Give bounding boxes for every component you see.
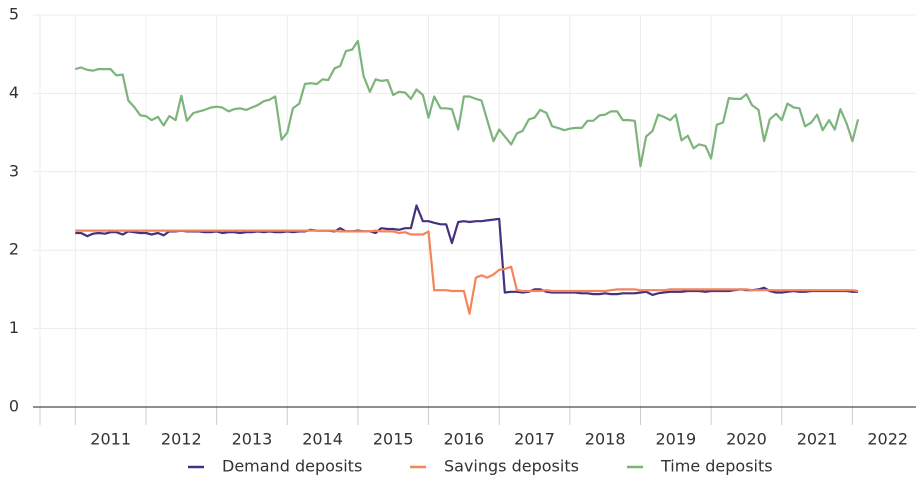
x-tick-label: 2012 — [161, 430, 202, 449]
y-tick-label: 4 — [9, 83, 19, 102]
legend-label: Demand deposits — [222, 457, 362, 476]
x-tick-label: 2017 — [514, 430, 555, 449]
x-tick-label: 2014 — [302, 430, 343, 449]
y-tick-label: 1 — [9, 318, 19, 337]
x-tick-label: 2022 — [867, 430, 908, 449]
x-tick-label: 2016 — [444, 430, 485, 449]
y-tick-label: 0 — [9, 397, 19, 416]
x-tick-label: 2020 — [726, 430, 767, 449]
line — [75, 229, 859, 315]
y-tick-label: 2 — [9, 240, 19, 259]
x-tick-label: 2021 — [797, 430, 838, 449]
y-tick-label: 3 — [9, 161, 19, 180]
y-tick-label: 5 — [9, 5, 19, 24]
x-tick-label: 2018 — [585, 430, 626, 449]
x-tick-label: 2019 — [655, 430, 696, 449]
legend-label: Time deposits — [660, 457, 773, 476]
x-tick-label: 2015 — [373, 430, 414, 449]
x-tick-label: 2011 — [90, 430, 131, 449]
line — [75, 39, 860, 168]
line — [75, 204, 859, 296]
x-tick-label: 2013 — [232, 430, 273, 449]
legend-label: Savings deposits — [444, 457, 579, 476]
